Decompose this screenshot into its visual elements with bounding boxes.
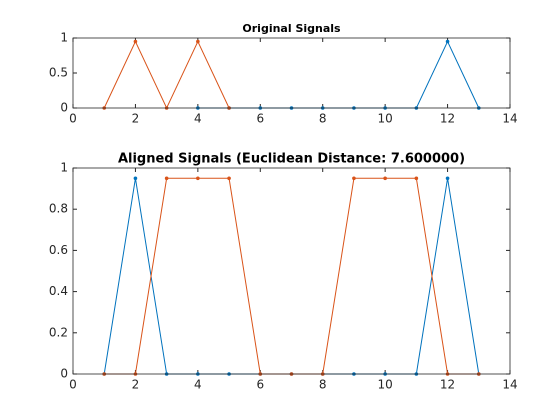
chart-title: Original Signals	[242, 22, 341, 35]
x-tick-label: 8	[319, 378, 327, 392]
signal-point	[352, 176, 356, 181]
y-tick-label: 0.5	[49, 66, 68, 80]
y-tick-label: 0.6	[49, 243, 68, 257]
signal-point	[445, 176, 450, 181]
signal-point	[227, 176, 231, 181]
x-tick-label: 6	[256, 378, 264, 392]
signal-point	[196, 39, 200, 44]
y-tick-label: 1	[60, 31, 68, 45]
axes-background	[73, 38, 510, 108]
x-tick-label: 4	[194, 112, 202, 126]
signal-point	[445, 39, 450, 44]
y-tick-label: 1	[60, 161, 68, 175]
x-tick-label: 4	[194, 378, 202, 392]
chart-title: Aligned Signals (Euclidean Distance: 7.6…	[118, 152, 465, 167]
x-tick-label: 6	[256, 112, 264, 126]
x-tick-label: 2	[132, 378, 140, 392]
y-tick-label: 0	[60, 101, 68, 115]
axes-box	[72, 167, 511, 375]
signal-point	[196, 176, 200, 181]
signal-point	[133, 176, 138, 181]
x-tick-label: 0	[69, 378, 77, 392]
x-tick-label: 10	[378, 378, 393, 392]
signal-point	[133, 39, 138, 44]
x-tick-label: 12	[440, 378, 455, 392]
x-tick-label: 12	[440, 112, 455, 126]
y-tick-label: 0	[60, 367, 68, 381]
x-tick-label: 10	[378, 112, 393, 126]
x-tick-label: 0	[69, 112, 77, 126]
signal-point	[164, 176, 169, 181]
signal-point	[383, 176, 387, 181]
axes-background	[73, 168, 510, 374]
x-tick-label: 2	[132, 112, 140, 126]
y-tick-label: 0.4	[49, 284, 68, 298]
x-tick-label: 8	[319, 112, 327, 126]
x-tick-label: 14	[502, 112, 517, 126]
y-tick-label: 0.8	[49, 202, 68, 216]
y-tick-label: 0.2	[49, 325, 68, 339]
x-tick-label: 14	[502, 378, 517, 392]
axes-box	[72, 37, 511, 109]
signal-point	[414, 176, 419, 181]
